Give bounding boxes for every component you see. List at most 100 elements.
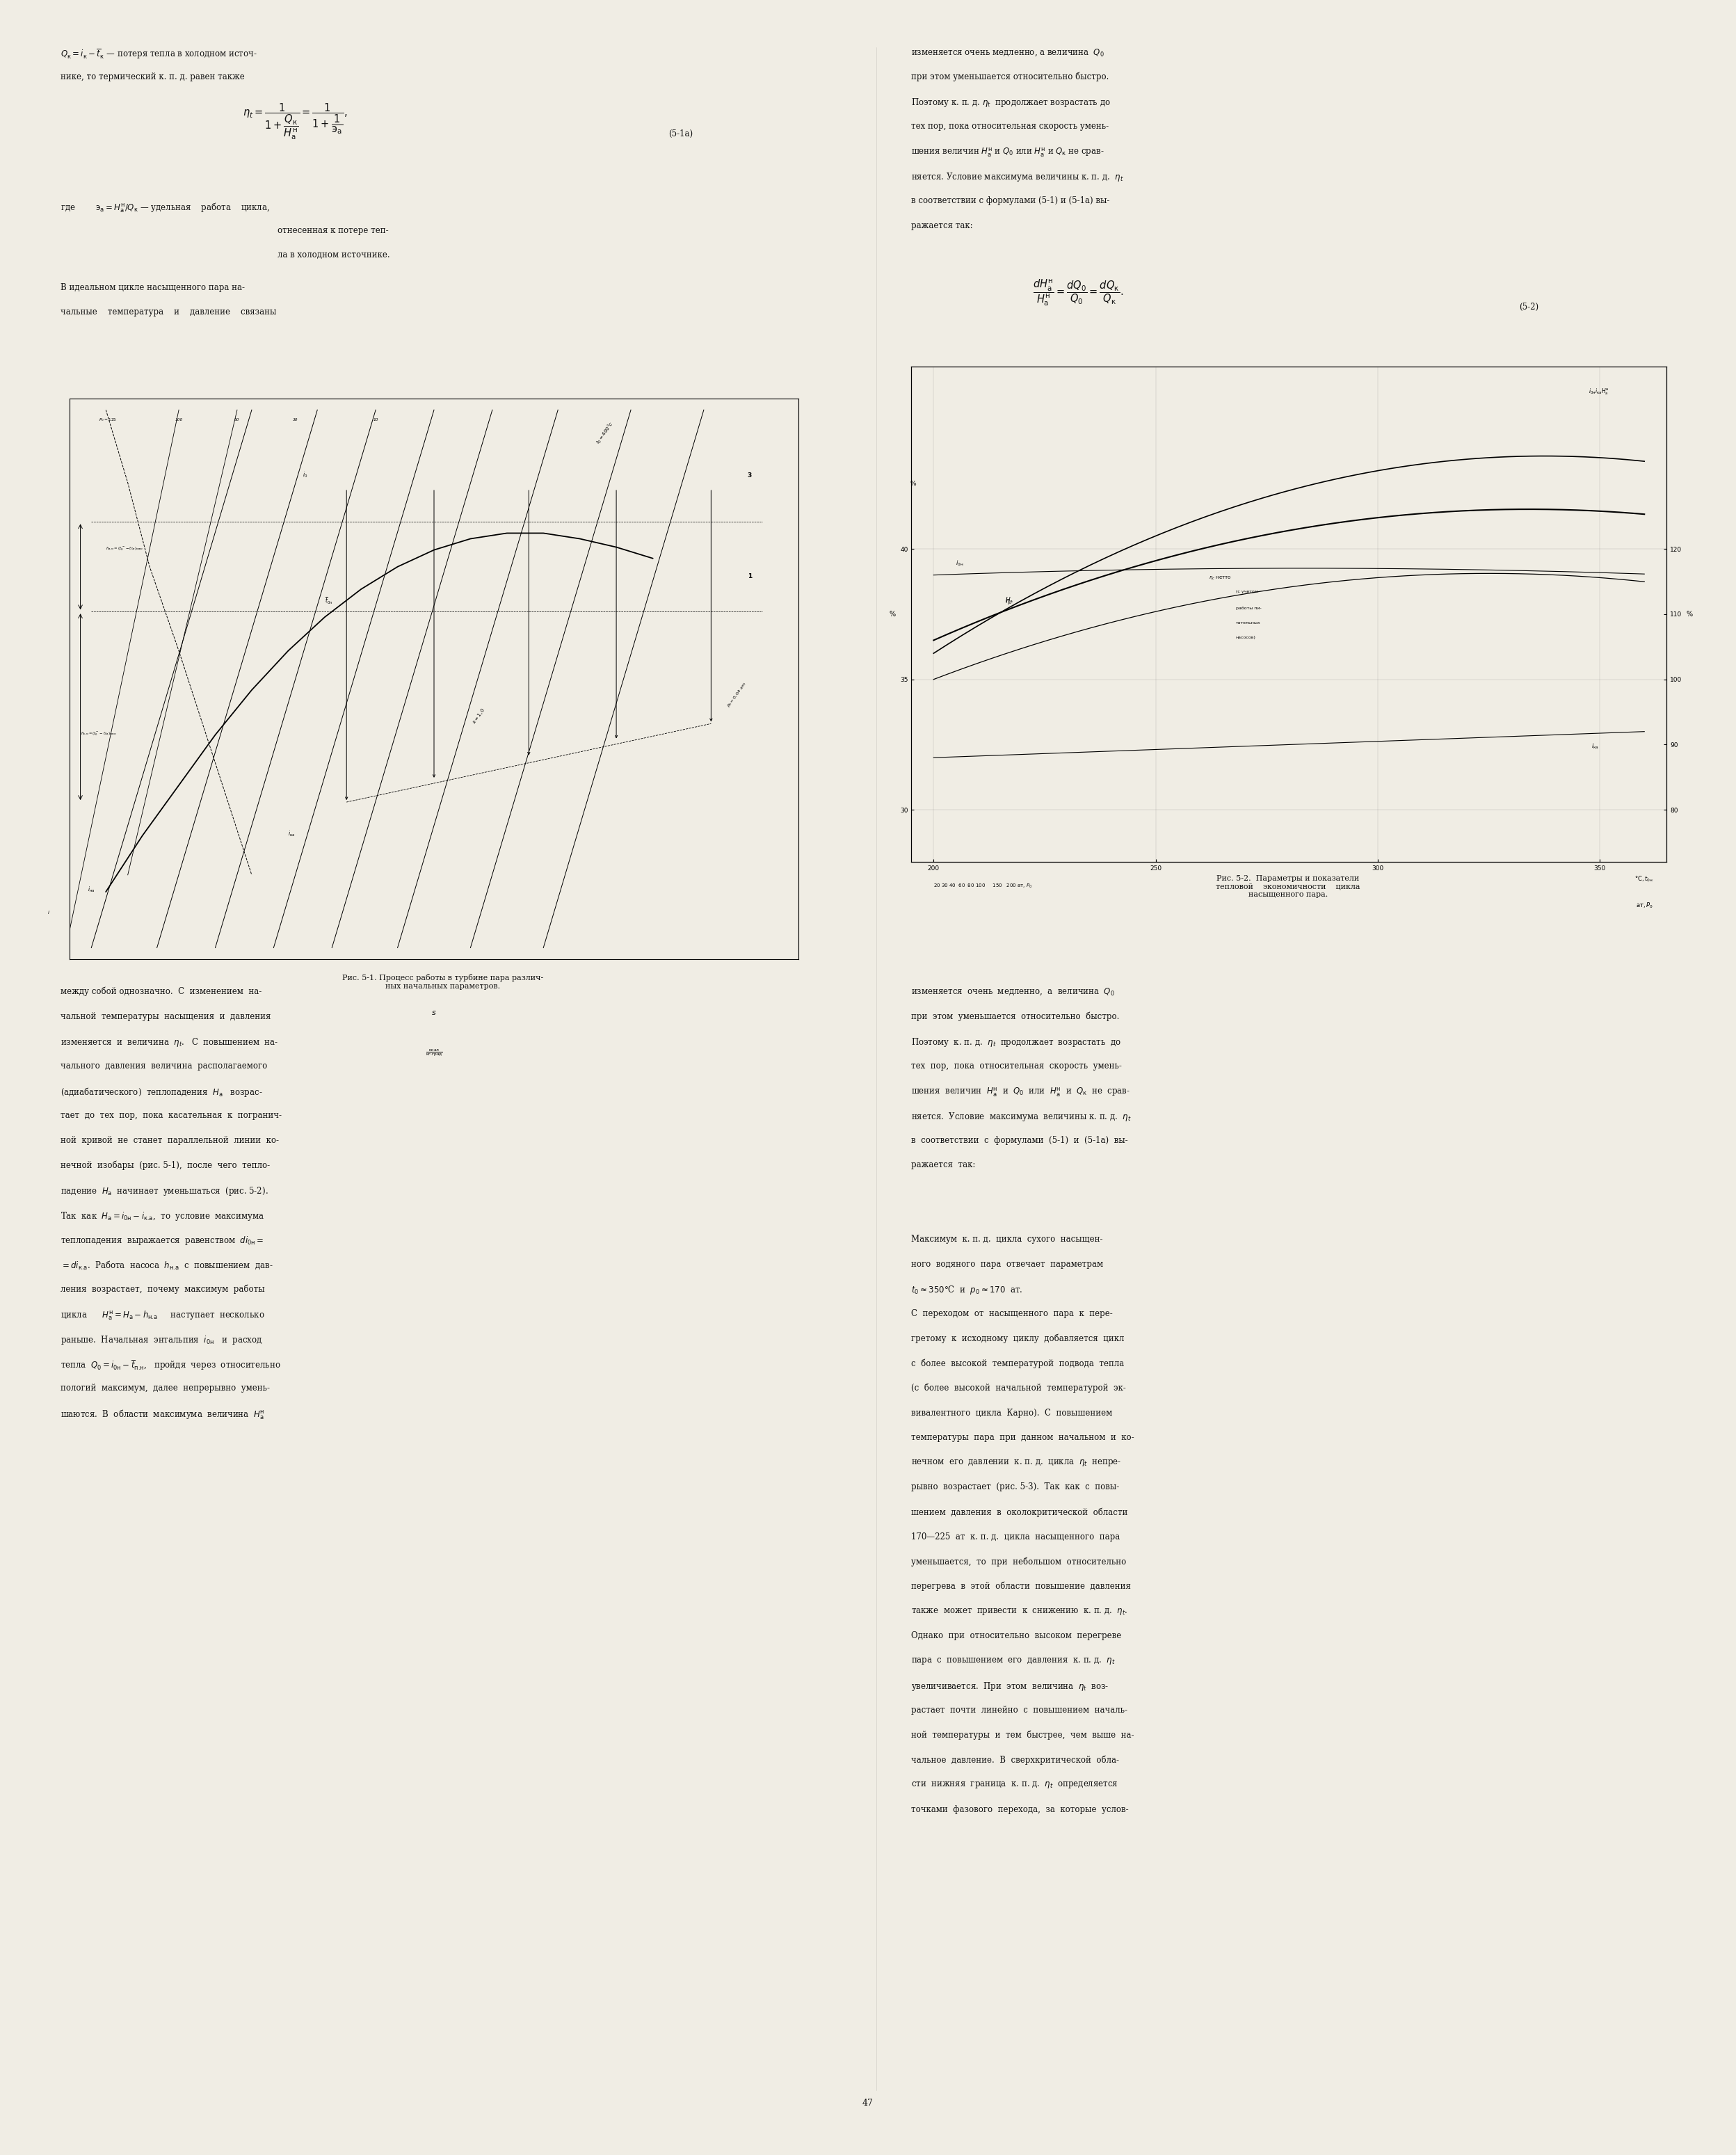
Text: перегрева  в  этой  области  повышение  давления: перегрева в этой области повышение давле… xyxy=(911,1582,1132,1590)
Text: няется.  Условие  максимума  величины к. п. д.  $\eta_t$: няется. Условие максимума величины к. п.… xyxy=(911,1112,1132,1123)
Text: гретому  к  исходному  циклу  добавляется  цикл: гретому к исходному циклу добавляется ци… xyxy=(911,1334,1125,1343)
Text: (с  более  высокой  начальной  температурой  эк-: (с более высокой начальной температурой … xyxy=(911,1384,1127,1392)
Text: $\text{ат}, P_0$: $\text{ат}, P_0$ xyxy=(1635,901,1653,909)
Text: $\frac{\text{ккал}}{\text{кг·град}}$: $\frac{\text{ккал}}{\text{кг·град}}$ xyxy=(425,1047,443,1058)
Text: температуры  пара  при  данном  начальном  и  ко-: температуры пара при данном начальном и … xyxy=(911,1433,1134,1442)
Text: тает  до  тех  пор,  пока  касательная  к  погранич-: тает до тех пор, пока касательная к погр… xyxy=(61,1112,281,1121)
Text: $H_\text{a}$: $H_\text{a}$ xyxy=(1005,595,1014,603)
Text: $\eta_t = \dfrac{1}{1+\dfrac{Q_\text{к}}{H_\text{a}^\text{н}}} = \dfrac{1}{1+\df: $\eta_t = \dfrac{1}{1+\dfrac{Q_\text{к}}… xyxy=(243,101,347,142)
Text: Поэтому  к. п. д.  $\eta_t$  продолжает  возрастать  до: Поэтому к. п. д. $\eta_t$ продолжает воз… xyxy=(911,1037,1121,1047)
Text: сти  нижняя  граница  к. п. д.  $\eta_t$  определяется: сти нижняя граница к. п. д. $\eta_t$ опр… xyxy=(911,1780,1118,1791)
Text: ла в холодном источнике.: ла в холодном источнике. xyxy=(278,250,391,259)
Text: $x=1,0$: $x=1,0$ xyxy=(470,707,486,726)
Text: $i_\text{на}$: $i_\text{на}$ xyxy=(288,830,295,838)
Text: точками  фазового  перехода,  за  которые  услов-: точками фазового перехода, за которые ус… xyxy=(911,1804,1128,1815)
Text: 10: 10 xyxy=(373,418,378,422)
Text: тех пор, пока относительная скорость умень-: тех пор, пока относительная скорость уме… xyxy=(911,121,1109,131)
Text: (5-1a): (5-1a) xyxy=(668,129,693,138)
Text: теплопадения  выражается  равенством  $di_{0\text{н}}=$: теплопадения выражается равенством $di_{… xyxy=(61,1235,264,1246)
Text: Поэтому к. п. д. $\eta_t$  продолжает возрастать до: Поэтому к. п. д. $\eta_t$ продолжает воз… xyxy=(911,97,1111,108)
Text: 47: 47 xyxy=(863,2099,873,2108)
Text: $i_{0\text{н}}$: $i_{0\text{н}}$ xyxy=(957,558,963,567)
Text: $=di_\text{к.а}$.  Работа  насоса  $h_\text{н.а}$  с  повышением  дав-: $=di_\text{к.а}$. Работа насоса $h_\text… xyxy=(61,1259,273,1271)
Text: падение  $H_\text{a}$  начинает  уменьшаться  (рис. 5-2).: падение $H_\text{a}$ начинает уменьшатьс… xyxy=(61,1185,269,1196)
Text: чальные    температура    и    давление    связаны: чальные температура и давление связаны xyxy=(61,308,276,317)
Text: нечной  изобары  (рис. 5-1),  после  чего  тепло-: нечной изобары (рис. 5-1), после чего те… xyxy=(61,1159,271,1170)
Text: ления  возрастает,  почему  максимум  работы: ления возрастает, почему максимум работы xyxy=(61,1284,266,1293)
Text: шения  величин  $H_\text{a}^\text{н}$  и  $Q_0$  или  $H_\text{a}^\text{н}$  и  : шения величин $H_\text{a}^\text{н}$ и $Q… xyxy=(911,1086,1130,1099)
Text: чального  давления  величина  располагаемого: чального давления величина располагаемог… xyxy=(61,1060,267,1071)
Text: чальной  температуры  насыщения  и  давления: чальной температуры насыщения и давления xyxy=(61,1011,271,1021)
Text: Однако  при  относительно  высоком  перегреве: Однако при относительно высоком перегрев… xyxy=(911,1631,1121,1640)
Text: между собой однозначно.  С  изменением  на-: между собой однозначно. С изменением на- xyxy=(61,987,262,996)
Text: $P_0=0,04\ am$: $P_0=0,04\ am$ xyxy=(726,681,748,709)
Text: шения величин $H_\text{a}^\text{н}$ и $Q_0$ или $H_\text{a}^\text{н}$ и $Q_\text: шения величин $H_\text{a}^\text{н}$ и $Q… xyxy=(911,147,1104,159)
Text: (5-2): (5-2) xyxy=(1519,302,1538,312)
Text: в соответствии с формулами (5-1) и (5-1а) вы-: в соответствии с формулами (5-1) и (5-1а… xyxy=(911,196,1109,205)
Text: $i_0$: $i_0$ xyxy=(302,470,307,481)
Text: $P_0=125$: $P_0=125$ xyxy=(99,416,116,422)
Text: 50: 50 xyxy=(234,418,240,422)
Text: (адиабатического)  теплопадения  $H_\text{a}$   возрас-: (адиабатического) теплопадения $H_\text{… xyxy=(61,1086,262,1099)
Text: $i$: $i$ xyxy=(47,909,50,916)
Text: В идеальном цикле насыщенного пара на-: В идеальном цикле насыщенного пара на- xyxy=(61,282,245,291)
Text: Так  как  $H_\text{a}=i_{0\text{н}}-i_\text{к.а}$,  то  условие  максимума: Так как $H_\text{a}=i_{0\text{н}}-i_\tex… xyxy=(61,1209,266,1222)
Text: $\overline{t}_{0n}$: $\overline{t}_{0n}$ xyxy=(325,595,333,606)
Text: $h_{k,м}=(t_0^- - t_{0a})_{макс}$: $h_{k,м}=(t_0^- - t_{0a})_{макс}$ xyxy=(80,731,116,737)
Text: $s$: $s$ xyxy=(431,1009,437,1017)
Text: 1: 1 xyxy=(748,573,752,580)
Text: шением  давления  в  околокритической  области: шением давления в околокритической облас… xyxy=(911,1508,1128,1517)
Text: 20 30 40  60  80 100     150   200 ат, $P_0$: 20 30 40 60 80 100 150 200 ат, $P_0$ xyxy=(934,884,1033,890)
Text: $h_{a,м}=(t_0^- - t_{0a})_{макс}$: $h_{a,м}=(t_0^- - t_{0a})_{макс}$ xyxy=(106,545,144,552)
Text: с  более  высокой  температурой  подвода  тепла: с более высокой температурой подвода теп… xyxy=(911,1358,1125,1368)
Text: увеличивается.  При  этом  величина  $\eta_t$  воз-: увеличивается. При этом величина $\eta_t… xyxy=(911,1681,1109,1692)
Text: $i_\text{ка}$: $i_\text{ка}$ xyxy=(1590,741,1599,750)
Text: в  соответствии  с  формулами  (5-1)  и  (5-1а)  вы-: в соответствии с формулами (5-1) и (5-1а… xyxy=(911,1136,1128,1144)
Text: ражается так:: ражается так: xyxy=(911,222,974,231)
Text: $t_0\approx 350°$С  и  $p_0\approx 170$  ат.: $t_0\approx 350°$С и $p_0\approx 170$ ат… xyxy=(911,1284,1023,1295)
Text: 100: 100 xyxy=(175,418,182,422)
Text: уменьшается,  то  при  небольшом  относительно: уменьшается, то при небольшом относитель… xyxy=(911,1556,1127,1567)
Text: %: % xyxy=(910,481,917,487)
Text: тепла  $Q_0=i_{0\text{н}}-\overline{t}_\text{п.н}$,   пройдя  через  относительн: тепла $Q_0=i_{0\text{н}}-\overline{t}_\t… xyxy=(61,1358,281,1373)
Text: ной  температуры  и  тем  быстрее,  чем  выше  на-: ной температуры и тем быстрее, чем выше … xyxy=(911,1730,1134,1739)
Text: нике, то термический к. п. д. равен также: нике, то термический к. п. д. равен такж… xyxy=(61,73,245,82)
Text: где        $\text{э}_\text{a}=H_\text{a}^\text{н}/Q_\text{к}$ — удельная    рабо: где $\text{э}_\text{a}=H_\text{a}^\text{… xyxy=(61,200,271,213)
Text: С  переходом  от  насыщенного  пара  к  пере-: С переходом от насыщенного пара к пере- xyxy=(911,1308,1113,1319)
Text: тех  пор,  пока  относительная  скорость  умень-: тех пор, пока относительная скорость уме… xyxy=(911,1060,1121,1071)
Text: $\eta_c$ нетто: $\eta_c$ нетто xyxy=(1208,575,1231,582)
Text: изменяется  очень  медленно,  а  величина  $Q_0$: изменяется очень медленно, а величина $Q… xyxy=(911,987,1115,998)
Text: изменяется очень медленно, а величина  $Q_0$: изменяется очень медленно, а величина $Q… xyxy=(911,47,1104,58)
Text: ражается  так:: ражается так: xyxy=(911,1159,976,1170)
Text: цикла      $H_\text{a}^\text{н}=H_\text{a}-h_\text{н.а}$     наступает  нескольк: цикла $H_\text{a}^\text{н}=H_\text{a}-h_… xyxy=(61,1308,266,1321)
Text: 170—225  ат  к. п. д.  цикла  насыщенного  пара: 170—225 ат к. п. д. цикла насыщенного па… xyxy=(911,1532,1120,1541)
Y-axis label: %: % xyxy=(889,610,896,618)
Text: насосов): насосов) xyxy=(1236,636,1255,638)
Text: изменяется  и  величина  $\eta_t$.   С  повышением  на-: изменяется и величина $\eta_t$. С повыше… xyxy=(61,1037,279,1047)
Text: $t_0=400°c$: $t_0=400°c$ xyxy=(594,420,616,446)
Text: рывно  возрастает  (рис. 5-3).  Так  как  с  повы-: рывно возрастает (рис. 5-3). Так как с п… xyxy=(911,1483,1120,1491)
Text: 3: 3 xyxy=(748,472,752,478)
Text: ной  кривой  не  станет  параллельной  линии  ко-: ной кривой не станет параллельной линии … xyxy=(61,1136,279,1144)
Text: $\dfrac{dH_\text{a}^\text{н}}{H_\text{a}^\text{н}} = \dfrac{dQ_0}{Q_0} = \dfrac{: $\dfrac{dH_\text{a}^\text{н}}{H_\text{a}… xyxy=(1033,278,1123,308)
Text: растает  почти  линейно  с  повышением  началь-: растает почти линейно с повышением начал… xyxy=(911,1707,1128,1715)
Text: работы пи-: работы пи- xyxy=(1236,608,1262,610)
Text: (с учетом: (с учетом xyxy=(1236,590,1257,593)
Text: $i_{0\text{н}}i_\text{ка}H_\text{a}^\text{н}$: $i_{0\text{н}}i_\text{ка}H_\text{a}^\tex… xyxy=(1588,388,1609,397)
Text: вивалентного  цикла  Карно).  С  повышением: вивалентного цикла Карно). С повышением xyxy=(911,1409,1113,1418)
Text: $Q_\text{к}=i_\text{к}-\overline{t}_\text{к}$ — потеря тепла в холодном источ-: $Q_\text{к}=i_\text{к}-\overline{t}_\tex… xyxy=(61,47,257,60)
Text: $°\text{C}, t_{0\text{н}}$: $°\text{C}, t_{0\text{н}}$ xyxy=(1635,875,1653,884)
Text: тательных: тательных xyxy=(1236,621,1260,625)
Text: при  этом  уменьшается  относительно  быстро.: при этом уменьшается относительно быстро… xyxy=(911,1011,1120,1021)
Text: шаются.  В  области  максимума  величина  $H_\text{a}^\text{н}$: шаются. В области максимума величина $H_… xyxy=(61,1409,266,1420)
Text: $\eta_c$: $\eta_c$ xyxy=(1005,597,1012,606)
Text: при этом уменьшается относительно быстро.: при этом уменьшается относительно быстро… xyxy=(911,73,1109,82)
Text: няется. Условие максимума величины к. п. д.  $\eta_t$: няется. Условие максимума величины к. п.… xyxy=(911,172,1123,183)
Y-axis label: %: % xyxy=(1686,610,1693,618)
Text: $i_\text{на}$: $i_\text{на}$ xyxy=(89,886,95,894)
Text: отнесенная к потере теп-: отнесенная к потере теп- xyxy=(278,226,389,235)
Text: ного  водяного  пара  отвечает  параметрам: ного водяного пара отвечает параметрам xyxy=(911,1259,1104,1269)
Text: пара  с  повышением  его  давления  к. п. д.  $\eta_t$: пара с повышением его давления к. п. д. … xyxy=(911,1655,1116,1666)
Text: раньше.  Начальная  энтальпия  $i_{0\text{н}}$   и  расход: раньше. Начальная энтальпия $i_{0\text{н… xyxy=(61,1334,262,1345)
Text: Рис. 5-2.  Параметры и показатели
тепловой    экономичности    цикла
насыщенного: Рис. 5-2. Параметры и показатели теплово… xyxy=(1215,875,1361,899)
